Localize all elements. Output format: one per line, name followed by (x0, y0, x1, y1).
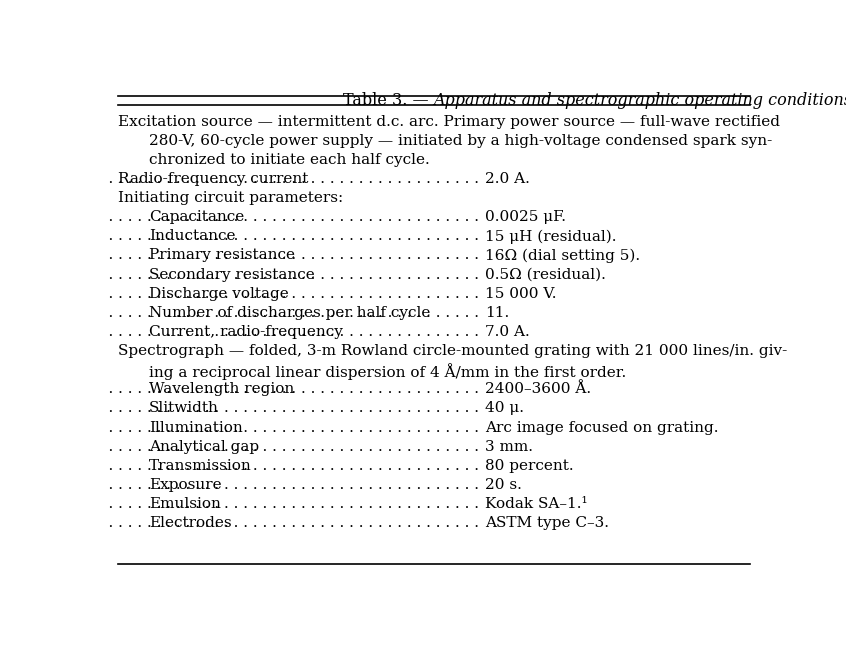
Text: 15 μH (residual).: 15 μH (residual). (485, 230, 616, 244)
Text: . . . . . . . . . . . . . . . . . . . . . . . . . . . . . . . . . . . . . . . . : . . . . . . . . . . . . . . . . . . . . … (0, 172, 480, 186)
Text: . . . . . . . . . . . . . . . . . . . . . . . . . . . . . . . . . . . . . . . . : . . . . . . . . . . . . . . . . . . . . … (0, 287, 480, 301)
Text: Spectrograph — folded, 3-m Rowland circle-mounted grating with 21 000 lines/in. : Spectrograph — folded, 3-m Rowland circl… (118, 344, 787, 358)
Text: Wavelength region: Wavelength region (149, 382, 294, 396)
Text: 11.: 11. (485, 306, 509, 320)
Text: 280-V, 60-cycle power supply — initiated by a high-voltage condensed spark syn-: 280-V, 60-cycle power supply — initiated… (149, 134, 772, 148)
Text: . . . . . . . . . . . . . . . . . . . . . . . . . . . . . . . . . . . . . . . . : . . . . . . . . . . . . . . . . . . . . … (0, 516, 480, 530)
Text: . . . . . . . . . . . . . . . . . . . . . . . . . . . . . . . . . . . . . . . . : . . . . . . . . . . . . . . . . . . . . … (0, 210, 480, 224)
Text: Secondary resistance: Secondary resistance (149, 268, 315, 282)
Text: Slitwidth: Slitwidth (149, 401, 219, 415)
Text: . . . . . . . . . . . . . . . . . . . . . . . . . . . . . . . . . . . . . . . . : . . . . . . . . . . . . . . . . . . . . … (0, 325, 480, 339)
Text: . . . . . . . . . . . . . . . . . . . . . . . . . . . . . . . . . . . . . . . . : . . . . . . . . . . . . . . . . . . . . … (0, 497, 480, 511)
Text: . . . . . . . . . . . . . . . . . . . . . . . . . . . . . . . . . . . . . . . . : . . . . . . . . . . . . . . . . . . . . … (0, 401, 480, 415)
Text: Inductance: Inductance (149, 230, 235, 243)
Text: 2.0 A.: 2.0 A. (485, 172, 530, 186)
Text: . . . . . . . . . . . . . . . . . . . . . . . . . . . . . . . . . . . . . . . . : . . . . . . . . . . . . . . . . . . . . … (0, 478, 480, 492)
Text: 2400–3600 Å.: 2400–3600 Å. (485, 382, 591, 396)
Text: chronized to initiate each half cycle.: chronized to initiate each half cycle. (149, 153, 430, 167)
Text: . . . . . . . . . . . . . . . . . . . . . . . . . . . . . . . . . . . . . . . . : . . . . . . . . . . . . . . . . . . . . … (0, 268, 480, 282)
Text: Capacitance: Capacitance (149, 210, 244, 224)
Text: . . . . . . . . . . . . . . . . . . . . . . . . . . . . . . . . . . . . . . . . : . . . . . . . . . . . . . . . . . . . . … (0, 248, 480, 263)
Text: . . . . . . . . . . . . . . . . . . . . . . . . . . . . . . . . . . . . . . . . : . . . . . . . . . . . . . . . . . . . . … (0, 440, 480, 453)
Text: . . . . . . . . . . . . . . . . . . . . . . . . . . . . . . . . . . . . . . . . : . . . . . . . . . . . . . . . . . . . . … (0, 230, 480, 243)
Text: 15 000 V.: 15 000 V. (485, 287, 556, 301)
Text: Emulsion: Emulsion (149, 497, 221, 511)
Text: Initiating circuit parameters:: Initiating circuit parameters: (118, 191, 343, 205)
Text: ASTM type C–3.: ASTM type C–3. (485, 516, 609, 530)
Text: 20 s.: 20 s. (485, 478, 522, 492)
Text: Number of discharges per half cycle: Number of discharges per half cycle (149, 306, 431, 320)
Text: Excitation source — intermittent d.c. arc. Primary power source — full-wave rect: Excitation source — intermittent d.c. ar… (118, 115, 779, 128)
Text: . . . . . . . . . . . . . . . . . . . . . . . . . . . . . . . . . . . . . . . . : . . . . . . . . . . . . . . . . . . . . … (0, 421, 480, 435)
Text: Table 3. —: Table 3. — (343, 92, 433, 109)
Text: 80 percent.: 80 percent. (485, 459, 574, 473)
Text: 0.5Ω (residual).: 0.5Ω (residual). (485, 268, 606, 282)
Text: 7.0 A.: 7.0 A. (485, 325, 530, 339)
Text: Arc image focused on grating.: Arc image focused on grating. (485, 421, 718, 435)
Text: ing a reciprocal linear dispersion of 4 Å/mm in the first order.: ing a reciprocal linear dispersion of 4 … (149, 363, 626, 380)
Text: Electrodes: Electrodes (149, 516, 232, 530)
Text: Primary resistance: Primary resistance (149, 248, 295, 263)
Text: 40 μ.: 40 μ. (485, 401, 524, 415)
Text: Radio-frequency current: Radio-frequency current (118, 172, 308, 186)
Text: . . . . . . . . . . . . . . . . . . . . . . . . . . . . . . . . . . . . . . . . : . . . . . . . . . . . . . . . . . . . . … (0, 306, 480, 320)
Text: 0.0025 μF.: 0.0025 μF. (485, 210, 566, 224)
Text: Current, radio-frequency: Current, radio-frequency (149, 325, 343, 339)
Text: Apparatus and spectrographic operating conditions: Apparatus and spectrographic operating c… (433, 92, 846, 109)
Text: 3 mm.: 3 mm. (485, 440, 533, 453)
Text: Kodak SA–1.¹: Kodak SA–1.¹ (485, 497, 587, 511)
Text: Illumination: Illumination (149, 421, 243, 435)
Text: Transmission: Transmission (149, 459, 252, 473)
Text: Discharge voltage: Discharge voltage (149, 287, 288, 301)
Text: 16Ω (dial setting 5).: 16Ω (dial setting 5). (485, 248, 640, 263)
Text: . . . . . . . . . . . . . . . . . . . . . . . . . . . . . . . . . . . . . . . . : . . . . . . . . . . . . . . . . . . . . … (0, 382, 480, 396)
Text: Exposure: Exposure (149, 478, 222, 492)
Text: Analytical gap: Analytical gap (149, 440, 259, 453)
Text: . . . . . . . . . . . . . . . . . . . . . . . . . . . . . . . . . . . . . . . . : . . . . . . . . . . . . . . . . . . . . … (0, 459, 480, 473)
